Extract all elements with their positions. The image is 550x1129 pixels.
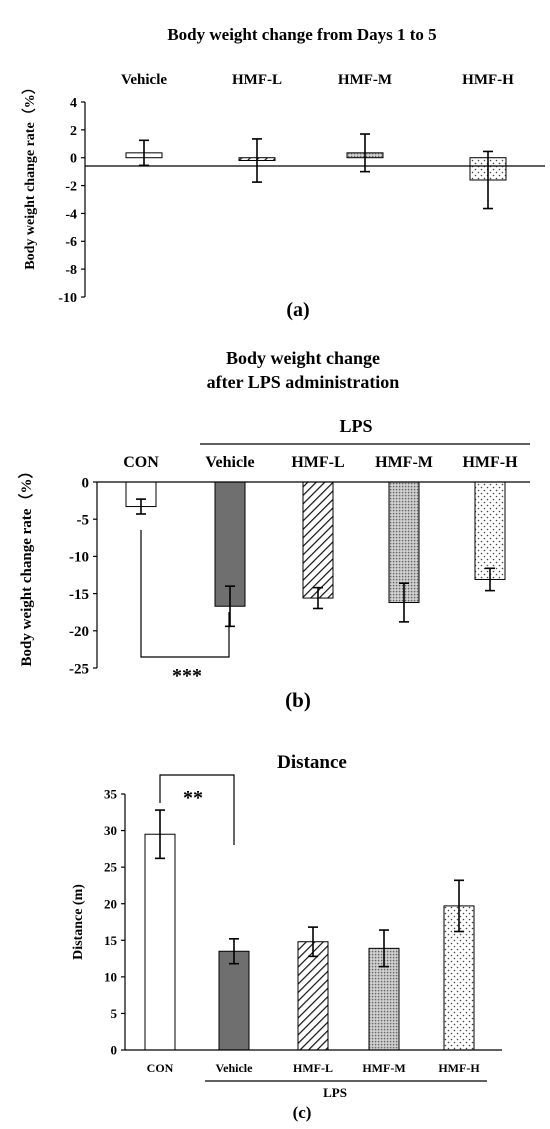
panel-a-category-label: Vehicle xyxy=(121,72,167,88)
panel-c-category-label: HMF-L xyxy=(293,1061,333,1075)
panel-c-bar xyxy=(218,950,250,1051)
panel-b-significance-bracket xyxy=(140,530,230,658)
panel-b-y-tick-label: -20 xyxy=(69,624,89,640)
panel-c-y-tick-label: 10 xyxy=(104,969,117,984)
panel-b-label: (b) xyxy=(285,688,311,712)
panel-b-y-tick-label: 0 xyxy=(82,475,90,491)
panel-a-category-label: HMF-M xyxy=(338,72,392,88)
panel-c-y-tick-label: 25 xyxy=(104,860,118,875)
panel-a-y-tick-label: 2 xyxy=(70,124,77,139)
panel-b-title-line-1: Body weight change xyxy=(226,348,380,368)
panel-b: Body weight change after LPS administrat… xyxy=(17,348,530,712)
panel-c-title: Distance xyxy=(277,752,347,773)
panel-a-y-tick-label: 0 xyxy=(70,152,77,167)
panel-c-category-label: Vehicle xyxy=(216,1061,254,1075)
panel-c: Distance Distance (m) 0 5 10 15 20 25 30 35 CON… xyxy=(71,752,502,1122)
panel-b-category-label: Vehicle xyxy=(205,454,254,471)
panel-a-y-tick-label: -6 xyxy=(65,235,77,250)
panel-a-ylabel: Body weight change rate（%） xyxy=(22,80,38,269)
panel-c-bar xyxy=(297,941,329,1051)
panel-b-y-tick-label: -5 xyxy=(77,512,90,528)
panel-c-y-tick-label: 0 xyxy=(111,1043,118,1058)
panel-c-y-tick-label: 35 xyxy=(104,787,118,802)
panel-b-title-line-2: after LPS administration xyxy=(207,372,400,392)
panel-b-bar xyxy=(302,481,334,599)
panel-a-y-tick-label: -8 xyxy=(65,263,77,278)
panel-a-category-label: HMF-H xyxy=(462,72,514,88)
panel-a-y-tick-label: -10 xyxy=(58,291,77,306)
panel-a: Body weight change from Days 1 to 5 Body… xyxy=(22,25,545,321)
panel-b-group-label: LPS xyxy=(339,416,372,436)
panel-c-y-tick-label: 20 xyxy=(104,896,117,911)
panel-c-category-label: HMF-H xyxy=(438,1061,480,1075)
panel-b-y-tick-label: -15 xyxy=(69,587,89,603)
panel-b-y-tick-label: -10 xyxy=(69,550,89,566)
panel-c-significance-bracket xyxy=(159,774,235,845)
panel-a-y-tick-label: -2 xyxy=(65,179,77,194)
panel-c-significance-label: ** xyxy=(183,787,203,809)
panel-a-y-tick-label: -4 xyxy=(65,207,77,222)
panel-b-category-label: CON xyxy=(123,454,159,471)
panel-c-y-tick-label: 30 xyxy=(104,823,117,838)
panel-c-ylabel: Distance (m) xyxy=(71,884,86,960)
panel-a-label: (a) xyxy=(286,299,309,321)
panel-b-significance-label: *** xyxy=(172,665,202,687)
panel-c-label: (c) xyxy=(293,1103,312,1122)
panel-a-category-label: HMF-L xyxy=(232,72,282,88)
panel-b-category-label: HMF-M xyxy=(375,454,433,471)
panel-b-category-label: HMF-H xyxy=(462,454,518,471)
panel-c-category-label: CON xyxy=(147,1061,174,1075)
panel-c-y-tick-label: 15 xyxy=(104,933,118,948)
panel-b-category-label: HMF-L xyxy=(291,454,344,471)
panel-a-title: Body weight change from Days 1 to 5 xyxy=(167,25,436,44)
panel-c-category-label: HMF-M xyxy=(362,1061,405,1075)
panel-b-ylabel: Body weight change rate（%） xyxy=(17,464,35,667)
panel-b-bar xyxy=(474,481,506,580)
panel-c-y-tick-label: 5 xyxy=(111,1006,118,1021)
panel-c-group-label: LPS xyxy=(323,1085,347,1100)
panel-a-y-tick-label: 4 xyxy=(70,96,77,111)
panel-b-y-tick-label: -25 xyxy=(69,661,89,677)
panel-c-bar xyxy=(144,833,176,1051)
